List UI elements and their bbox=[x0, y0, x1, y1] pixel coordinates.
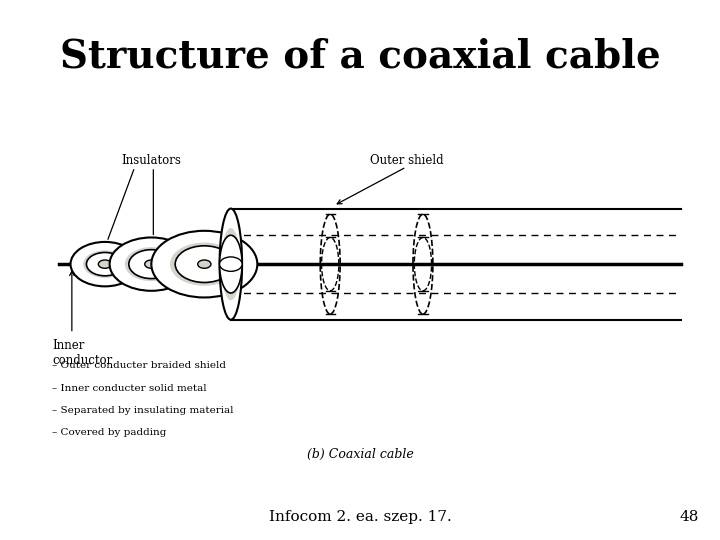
Text: – Inner conducter solid metal: – Inner conducter solid metal bbox=[52, 383, 207, 393]
Ellipse shape bbox=[125, 247, 178, 281]
Ellipse shape bbox=[86, 253, 124, 276]
Ellipse shape bbox=[198, 260, 211, 268]
Ellipse shape bbox=[145, 260, 158, 268]
Text: 48: 48 bbox=[679, 510, 698, 524]
Ellipse shape bbox=[151, 231, 257, 298]
Text: Insulators: Insulators bbox=[122, 154, 181, 167]
Ellipse shape bbox=[175, 246, 233, 282]
Ellipse shape bbox=[83, 251, 127, 278]
Text: – Covered by padding: – Covered by padding bbox=[52, 428, 166, 437]
Ellipse shape bbox=[129, 249, 174, 279]
Ellipse shape bbox=[220, 208, 242, 320]
Text: Inner
conductor: Inner conductor bbox=[52, 339, 112, 367]
Text: – Outer conducter braided shield: – Outer conducter braided shield bbox=[52, 361, 226, 370]
Ellipse shape bbox=[220, 257, 242, 272]
Text: (b) Coaxial cable: (b) Coaxial cable bbox=[307, 448, 413, 461]
Ellipse shape bbox=[220, 235, 242, 293]
Ellipse shape bbox=[71, 242, 140, 286]
Text: Outer shield: Outer shield bbox=[369, 154, 444, 167]
Ellipse shape bbox=[109, 238, 193, 291]
Ellipse shape bbox=[221, 228, 240, 300]
Text: Infocom 2. ea. szep. 17.: Infocom 2. ea. szep. 17. bbox=[269, 510, 451, 524]
Ellipse shape bbox=[99, 260, 112, 268]
Text: Structure of a coaxial cable: Structure of a coaxial cable bbox=[60, 38, 660, 76]
Text: – Separated by insulating material: – Separated by insulating material bbox=[52, 406, 233, 415]
Ellipse shape bbox=[170, 242, 239, 286]
